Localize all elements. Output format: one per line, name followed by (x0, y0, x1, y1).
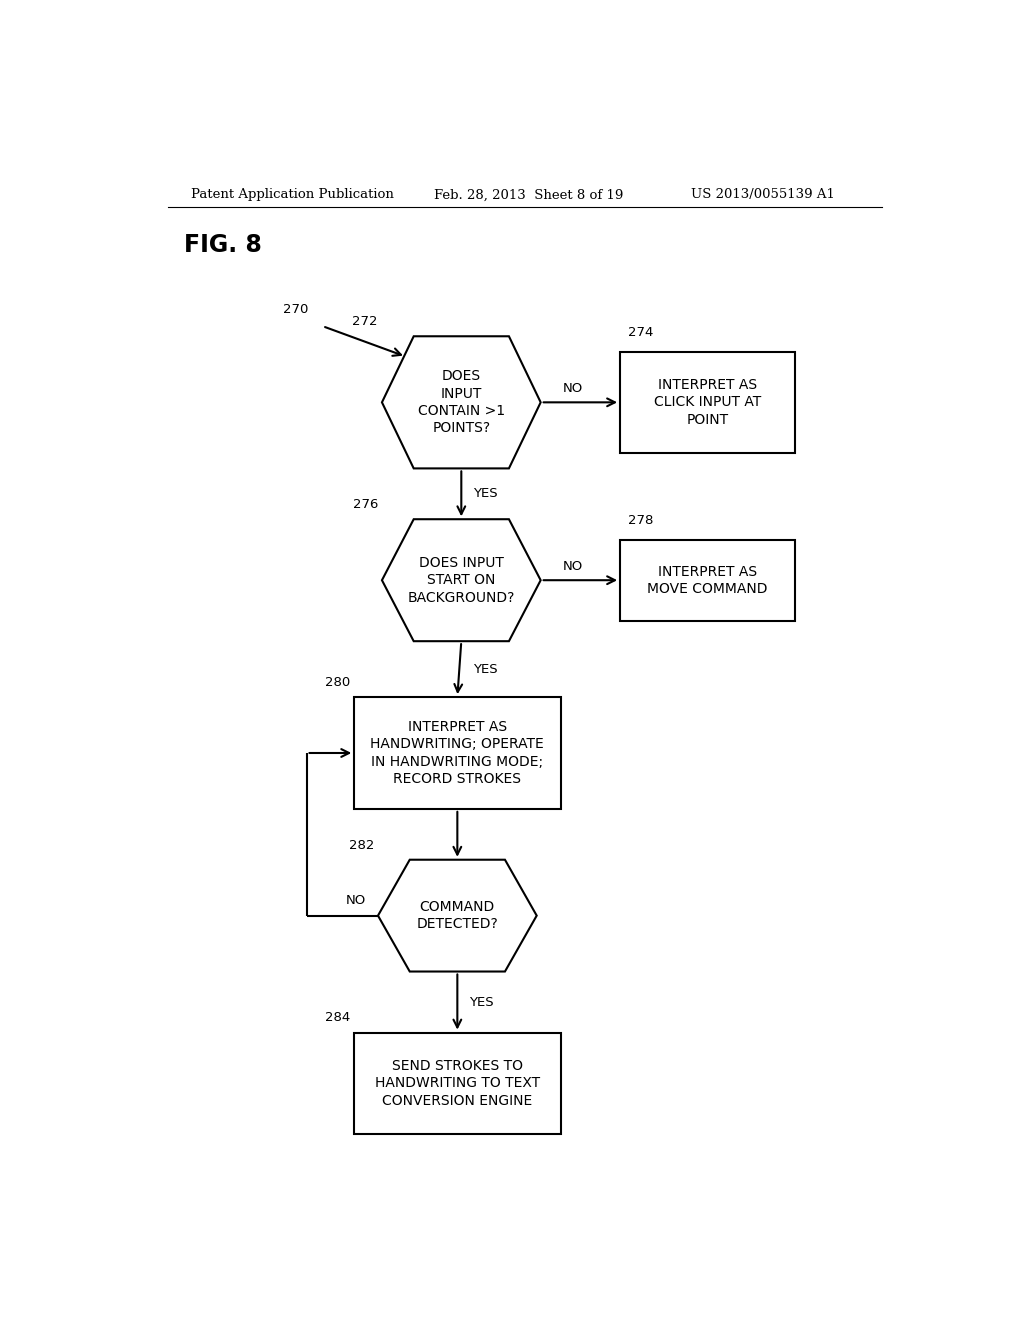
Text: 280: 280 (325, 676, 350, 689)
Polygon shape (382, 337, 541, 469)
Text: NO: NO (346, 895, 366, 907)
Text: DOES
INPUT
CONTAIN >1
POINTS?: DOES INPUT CONTAIN >1 POINTS? (418, 370, 505, 436)
Text: INTERPRET AS
MOVE COMMAND: INTERPRET AS MOVE COMMAND (647, 565, 768, 595)
Text: 282: 282 (348, 838, 374, 851)
Text: Patent Application Publication: Patent Application Publication (191, 189, 394, 202)
Text: DOES INPUT
START ON
BACKGROUND?: DOES INPUT START ON BACKGROUND? (408, 556, 515, 605)
Text: NO: NO (562, 383, 583, 395)
Text: INTERPRET AS
HANDWRITING; OPERATE
IN HANDWRITING MODE;
RECORD STROKES: INTERPRET AS HANDWRITING; OPERATE IN HAN… (371, 719, 544, 785)
Text: FIG. 8: FIG. 8 (183, 232, 261, 257)
Text: 270: 270 (283, 304, 308, 315)
Bar (620, 351, 795, 453)
Polygon shape (378, 859, 537, 972)
Text: 284: 284 (325, 1011, 350, 1024)
Text: US 2013/0055139 A1: US 2013/0055139 A1 (691, 189, 836, 202)
Text: Feb. 28, 2013  Sheet 8 of 19: Feb. 28, 2013 Sheet 8 of 19 (433, 189, 623, 202)
Bar (620, 540, 795, 620)
Text: NO: NO (562, 560, 583, 573)
Bar (354, 1032, 560, 1134)
Text: YES: YES (473, 663, 498, 676)
Text: COMMAND
DETECTED?: COMMAND DETECTED? (417, 900, 499, 932)
Text: YES: YES (469, 995, 494, 1008)
Bar (354, 697, 560, 809)
Text: INTERPRET AS
CLICK INPUT AT
POINT: INTERPRET AS CLICK INPUT AT POINT (653, 378, 761, 426)
Text: 272: 272 (352, 315, 378, 329)
Polygon shape (382, 519, 541, 642)
Text: 276: 276 (352, 498, 378, 511)
Text: 274: 274 (628, 326, 653, 339)
Text: YES: YES (473, 487, 498, 500)
Text: SEND STROKES TO
HANDWRITING TO TEXT
CONVERSION ENGINE: SEND STROKES TO HANDWRITING TO TEXT CONV… (375, 1059, 540, 1107)
Text: 278: 278 (628, 515, 653, 528)
